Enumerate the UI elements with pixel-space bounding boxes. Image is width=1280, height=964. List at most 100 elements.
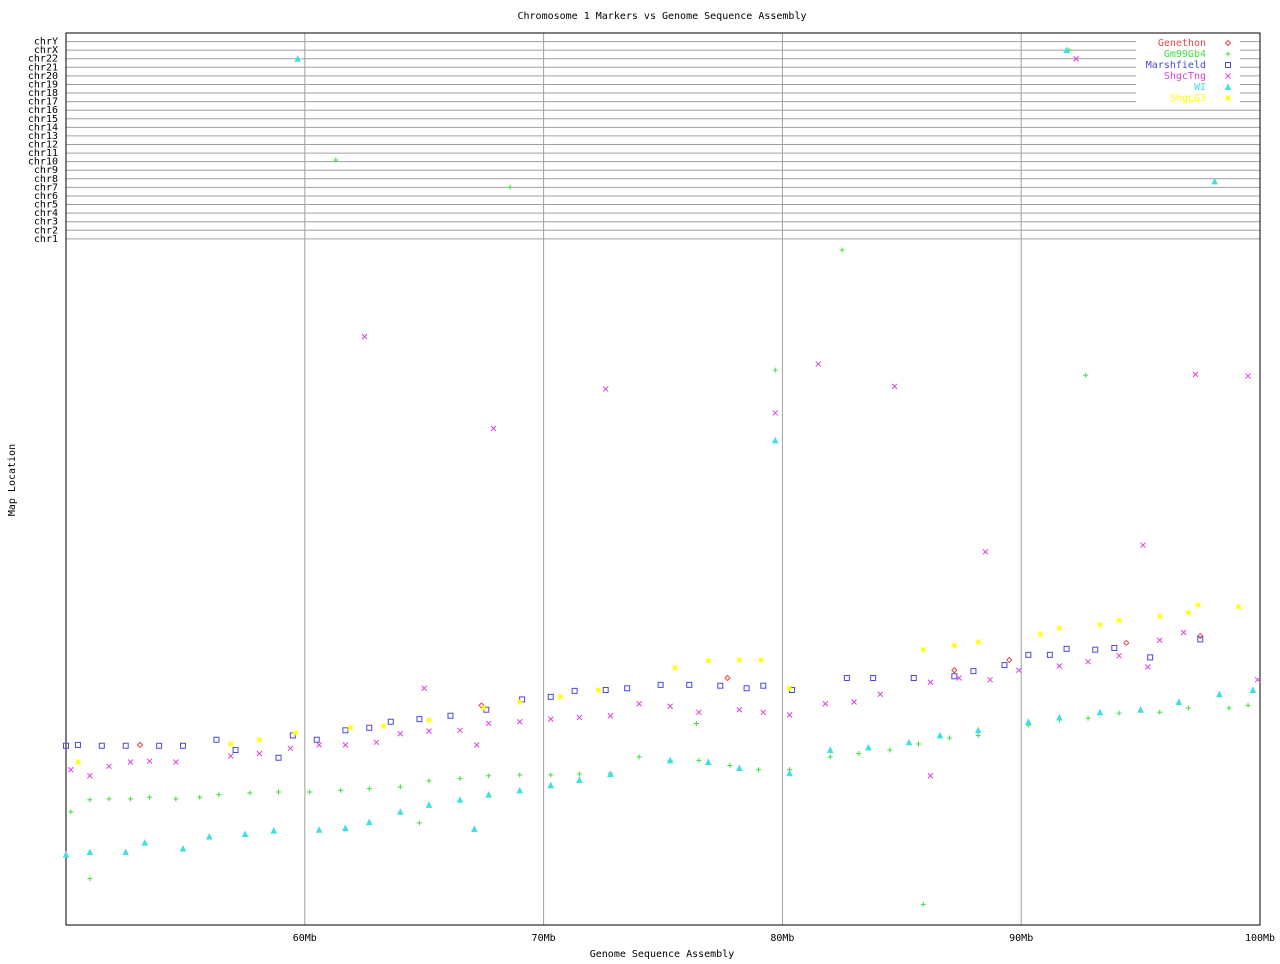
data-point xyxy=(227,741,234,747)
data-point xyxy=(361,333,368,340)
data-point xyxy=(87,772,93,779)
data-point xyxy=(1157,709,1163,715)
data-point xyxy=(1056,663,1063,669)
data-point xyxy=(1197,636,1204,643)
data-point xyxy=(576,776,583,784)
data-point xyxy=(865,743,872,751)
data-point xyxy=(705,758,712,766)
y-tick-label: chr9 xyxy=(34,165,58,176)
x-tick-label: 90Mb xyxy=(1009,933,1033,944)
data-point xyxy=(1006,656,1013,664)
legend-marker xyxy=(1225,62,1231,68)
data-point xyxy=(1025,651,1032,658)
data-point xyxy=(127,796,133,802)
data-point xyxy=(416,820,422,826)
data-point xyxy=(397,730,404,737)
x-axis-label: Genome Sequence Assembly xyxy=(590,949,735,960)
data-point xyxy=(1254,676,1261,683)
data-point xyxy=(1197,632,1204,640)
plot-frame xyxy=(65,32,1261,926)
x-tick-label: 70Mb xyxy=(532,933,556,944)
data-point xyxy=(426,717,432,723)
data-point xyxy=(86,848,94,856)
data-point xyxy=(947,735,953,741)
data-point xyxy=(956,675,962,681)
data-point xyxy=(786,769,793,777)
legend-box xyxy=(1136,37,1240,105)
data-point xyxy=(486,773,492,779)
data-point xyxy=(982,549,989,555)
data-point xyxy=(481,705,487,711)
data-point xyxy=(595,687,602,693)
legend-label: ShgcG3 xyxy=(1170,93,1206,104)
data-point xyxy=(975,732,981,738)
data-point xyxy=(313,736,320,743)
data-point xyxy=(916,741,922,747)
data-point xyxy=(547,693,554,700)
data-point xyxy=(287,745,294,752)
data-point xyxy=(1140,542,1146,548)
data-point xyxy=(705,657,712,664)
data-point xyxy=(516,786,524,794)
data-point xyxy=(927,772,934,779)
data-point xyxy=(571,687,578,694)
data-point xyxy=(557,694,564,700)
data-point xyxy=(485,791,492,798)
data-point xyxy=(366,786,372,792)
data-point xyxy=(607,770,614,778)
data-point xyxy=(241,830,249,838)
data-point xyxy=(315,826,323,833)
data-point xyxy=(1226,705,1232,711)
data-point xyxy=(147,794,153,800)
y-tick-label: chr16 xyxy=(28,105,58,116)
data-point xyxy=(636,700,642,707)
data-point xyxy=(1116,652,1122,659)
data-point xyxy=(333,157,339,163)
data-point xyxy=(456,796,464,803)
data-point xyxy=(1156,637,1163,644)
y-tick-label: chr5 xyxy=(34,200,58,211)
data-point xyxy=(870,674,877,681)
data-point xyxy=(905,738,913,746)
legend-label: Genethon xyxy=(1158,38,1206,49)
data-point xyxy=(276,789,282,795)
data-point xyxy=(1025,718,1032,725)
data-point xyxy=(227,753,234,759)
y-tick-label: chr18 xyxy=(28,88,58,99)
data-point xyxy=(822,700,829,707)
data-point xyxy=(607,712,614,719)
data-point xyxy=(275,754,282,761)
y-tick-label: chr8 xyxy=(34,174,58,185)
data-point xyxy=(1245,373,1251,379)
y-tick-label: chr14 xyxy=(28,122,58,133)
legend-marker xyxy=(1225,73,1231,79)
data-point xyxy=(87,876,93,882)
data-point xyxy=(951,667,958,674)
data-point xyxy=(213,736,220,743)
data-point xyxy=(67,766,74,773)
data-point xyxy=(547,781,555,789)
data-point xyxy=(951,642,958,649)
data-point xyxy=(736,764,743,772)
data-point xyxy=(366,724,373,731)
data-point xyxy=(471,825,478,832)
x-tick-label: 60Mb xyxy=(293,933,317,944)
y-tick-label: chr4 xyxy=(34,208,58,219)
data-point xyxy=(1192,371,1199,378)
data-point xyxy=(416,716,423,723)
data-point xyxy=(216,792,222,798)
data-point xyxy=(826,746,834,754)
data-point xyxy=(1056,713,1063,721)
y-tick-label: chr20 xyxy=(28,71,58,82)
y-tick-label: chr10 xyxy=(28,157,58,168)
data-point xyxy=(1001,662,1008,669)
data-point xyxy=(970,668,977,675)
data-point xyxy=(1037,631,1044,638)
data-point xyxy=(1156,613,1163,620)
data-point xyxy=(421,685,428,692)
data-point xyxy=(122,848,130,856)
y-tick-label: chr17 xyxy=(28,97,58,108)
y-tick-label: chr7 xyxy=(34,182,58,193)
data-point xyxy=(547,716,554,723)
x-tick-label: 80Mb xyxy=(770,933,794,944)
